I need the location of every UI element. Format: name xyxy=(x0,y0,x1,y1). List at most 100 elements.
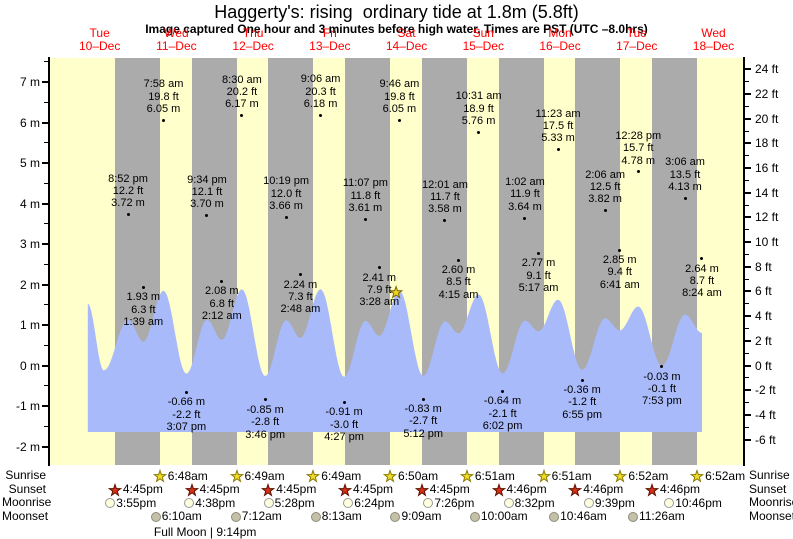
day-column-label-line: 17–Dec xyxy=(616,39,658,53)
tide-point-label: 2:06 am 12.5 ft 3.82 m xyxy=(560,169,650,206)
day-column-label-line: 12–Dec xyxy=(232,39,274,53)
moonrise-moon-icon xyxy=(583,498,594,509)
left-axis-line xyxy=(48,57,50,466)
moonset-entry: 11:26am xyxy=(627,509,685,524)
m-axis-minor-tick xyxy=(44,304,48,306)
tide-point-label-line: -0.85 m xyxy=(246,403,284,416)
tide-point-label-line: 2.41 m xyxy=(362,271,397,284)
tide-high-dot xyxy=(477,130,481,134)
ft-axis-tick xyxy=(745,389,751,392)
day-column-label-line: Wed xyxy=(701,26,726,40)
sunrise-entry: 6:51am xyxy=(536,469,592,483)
m-axis-tick-label: -1 m xyxy=(16,399,40,413)
moonset-entry: 6:10am xyxy=(150,510,202,524)
ft-axis-tick-label: 22 ft xyxy=(755,87,779,102)
m-axis-minor-tick xyxy=(44,142,48,144)
moonrise-time: 10:46pm xyxy=(675,495,722,510)
day-column-label-line: Thu xyxy=(242,26,264,40)
tide-point-label-line: 12.1 ft xyxy=(191,185,223,198)
tide-point-label-line: 2.64 m xyxy=(685,262,719,275)
tide-point-label-line: 8:52 pm xyxy=(108,172,148,185)
sunset-time: 4:45pm xyxy=(122,482,163,497)
tide-point-label-line: 12.5 ft xyxy=(589,181,621,194)
moonset-time: 11:26am xyxy=(638,509,685,523)
tide-high-dot xyxy=(126,213,130,217)
sunrise-entry: 6:48am xyxy=(152,469,208,483)
sunset-row-label-right: Sunset xyxy=(749,481,787,496)
ft-axis-tick xyxy=(745,265,751,268)
tide-point-label-line: 6.05 m xyxy=(146,103,181,116)
moonset-time: 8:13am xyxy=(321,509,362,523)
ft-axis-minor-tick xyxy=(745,278,749,280)
tide-point-label-line: 11:07 pm xyxy=(342,177,388,190)
sunrise-time: 6:52am xyxy=(705,468,746,483)
page-title: Haggerty's: rising ordinary tide at 1.8m… xyxy=(214,2,579,22)
moonset-moon-icon xyxy=(230,511,241,522)
day-column-label: Wed 11–Dec xyxy=(141,27,211,53)
day-column-label-line: 10–Dec xyxy=(78,39,121,53)
tide-point-label-line: 15.7 ft xyxy=(622,142,654,155)
m-axis-tick-label: 1 m xyxy=(19,318,40,332)
tide-point-label-line: 2:48 am xyxy=(280,303,321,316)
sunset-row-label-left: Sunset xyxy=(8,481,46,496)
sunset-entry: 4:45pm xyxy=(107,482,163,497)
m-axis-tick xyxy=(42,324,48,326)
moonrise-entry: 4:38pm xyxy=(184,496,235,510)
tide-point-label-line: 3.66 m xyxy=(269,199,303,212)
m-axis-tick xyxy=(42,162,48,164)
sunset-time: 4:46pm xyxy=(660,482,701,497)
tide-point-label-line: 13.5 ft xyxy=(669,168,701,181)
ft-axis-minor-tick xyxy=(745,179,749,181)
m-axis-minor-tick xyxy=(44,385,48,387)
tide-point-label: 1.93 m 6.3 ft 1:39 am xyxy=(98,291,188,328)
m-axis-tick xyxy=(42,445,48,448)
tide-point-label-line: 18.9 ft xyxy=(463,102,494,115)
ft-axis-minor-tick xyxy=(745,327,749,329)
tide-point-label-line: 2:12 am xyxy=(201,309,242,322)
tide-point-label-line: -0.64 m xyxy=(483,395,522,408)
moonset-moon-icon xyxy=(549,511,560,522)
day-column-label-line: Mon xyxy=(548,26,572,40)
tide-point-label-line: 6.18 m xyxy=(303,97,338,110)
moonrise-time: 6:24pm xyxy=(354,495,395,510)
day-column-label-line: Wed xyxy=(164,26,189,40)
day-column-label-line: 14–Dec xyxy=(385,39,428,53)
tide-high-dot xyxy=(603,209,607,213)
tide-point-label: 2.85 m 9.4 ft 6:41 am xyxy=(575,254,665,291)
tide-high-dot xyxy=(397,118,401,122)
sunset-entry: 4:45pm xyxy=(184,482,240,497)
moonset-moon-icon xyxy=(390,511,401,522)
sunrise-star-icon xyxy=(229,469,244,483)
tide-point-label: 8:30 am 20.2 ft 6.17 m xyxy=(197,74,287,111)
m-axis-tick xyxy=(42,243,48,245)
sunrise-time: 6:50am xyxy=(398,468,439,483)
m-axis-minor-tick xyxy=(44,182,48,184)
sunset-time: 4:46pm xyxy=(506,482,547,497)
tide-point-label: -0.85 m -2.8 ft 3:46 pm xyxy=(220,404,310,441)
tide-point-label: 9:06 am 20.3 ft 6.18 m xyxy=(276,73,366,110)
moonrise-entry: 9:39pm xyxy=(583,496,635,510)
tide-point-label-line: -0.66 m xyxy=(167,396,205,409)
tide-point-label: 2.64 m 8.7 ft 8:24 am xyxy=(657,263,747,300)
tide-point-label-line: 11.9 ft xyxy=(510,188,540,201)
sunset-star-icon xyxy=(107,482,122,497)
sunrise-time: 6:49am xyxy=(244,468,285,483)
day-column-label-line: 16–Dec xyxy=(539,39,581,53)
ft-axis-tick xyxy=(745,93,751,96)
ft-axis-tick xyxy=(745,216,751,219)
tide-point-label-line: 3.61 m xyxy=(348,201,383,214)
tide-point-label: -0.66 m -2.2 ft 3:07 pm xyxy=(141,396,231,433)
sunset-entry: 4:46pm xyxy=(491,482,547,497)
tide-low-dot xyxy=(580,378,584,382)
ft-axis-tick-label: 14 ft xyxy=(755,185,779,200)
ft-axis-tick-label: 4 ft xyxy=(755,309,772,324)
moonrise-moon-icon xyxy=(503,498,514,509)
sunset-entry: 4:45pm xyxy=(414,482,470,497)
moonrise-row-label-left: Moonrise xyxy=(2,495,52,510)
tide-high-dot xyxy=(443,219,447,222)
moonrise-entry: 7:26pm xyxy=(423,496,474,510)
tide-point-label-line: 3.82 m xyxy=(588,193,622,206)
tide-low-dot xyxy=(501,389,505,393)
tide-point-label-line: 6.8 ft xyxy=(209,297,235,310)
